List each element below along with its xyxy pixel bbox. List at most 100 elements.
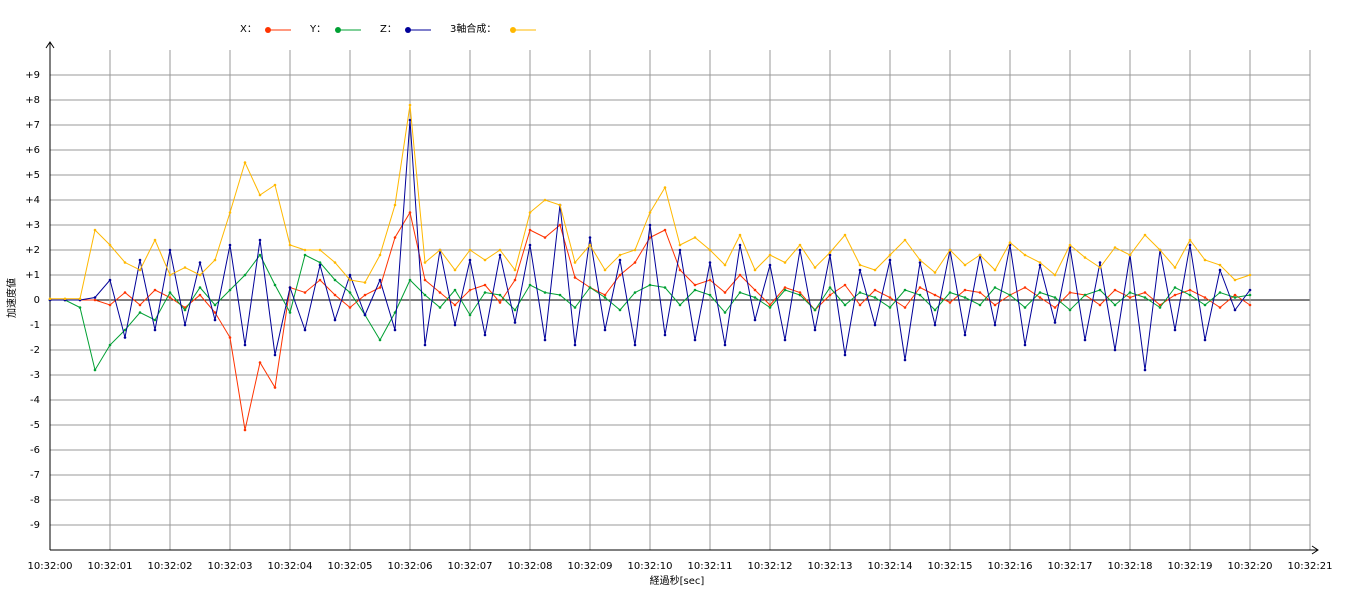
data-point <box>153 318 157 322</box>
data-point <box>1173 293 1177 297</box>
data-point <box>453 268 457 272</box>
data-point <box>828 293 832 297</box>
data-point <box>1038 261 1042 264</box>
data-point <box>168 273 172 277</box>
data-point <box>468 288 472 292</box>
y-tick-label: -7 <box>30 470 40 481</box>
data-point <box>213 311 217 314</box>
data-point <box>423 261 427 264</box>
data-point <box>318 263 322 267</box>
data-point <box>1143 291 1147 294</box>
data-point <box>708 261 712 264</box>
data-point <box>978 253 982 257</box>
data-point <box>213 318 217 322</box>
y-tick-label: 0 <box>34 295 40 306</box>
data-point <box>1128 296 1132 299</box>
data-point <box>273 386 277 389</box>
data-point <box>138 311 142 314</box>
data-point <box>558 223 562 227</box>
data-point <box>813 266 817 269</box>
data-point <box>363 293 367 297</box>
data-point <box>468 313 472 317</box>
y-tick-label: +8 <box>25 95 40 106</box>
data-point <box>1008 241 1012 244</box>
data-point <box>888 296 892 299</box>
data-point <box>948 301 952 304</box>
y-tick-label: -5 <box>30 420 40 431</box>
data-point <box>93 368 97 372</box>
data-point <box>618 308 622 312</box>
data-point <box>918 258 922 262</box>
data-point <box>138 303 142 307</box>
data-point <box>1023 343 1027 347</box>
data-point <box>408 278 412 282</box>
data-point <box>108 243 112 247</box>
data-point <box>1203 303 1207 307</box>
legend-marker <box>510 27 516 33</box>
data-point <box>783 286 787 289</box>
data-point <box>783 338 787 342</box>
data-point <box>963 333 967 337</box>
data-point <box>1173 286 1177 289</box>
data-point <box>1068 291 1072 294</box>
y-tick-label: +9 <box>25 70 40 81</box>
legend-label: Y： <box>309 24 326 35</box>
x-tick-label: 10:32:12 <box>748 561 793 572</box>
x-axis <box>50 545 1319 555</box>
data-point <box>738 233 742 237</box>
data-point <box>498 293 502 297</box>
data-point <box>963 263 967 267</box>
data-point <box>1218 291 1222 294</box>
data-point <box>513 321 517 324</box>
data-point <box>693 288 697 292</box>
legend-marker <box>335 27 341 33</box>
data-point <box>678 248 682 252</box>
data-point <box>168 248 172 252</box>
data-point <box>1113 303 1117 307</box>
data-point <box>348 278 352 282</box>
legend-marker <box>265 27 271 33</box>
data-point <box>978 303 982 307</box>
data-point <box>1248 288 1252 292</box>
x-tick-label: 10:32:02 <box>148 561 193 572</box>
data-point <box>1248 293 1252 297</box>
data-point <box>198 273 202 277</box>
data-point <box>618 253 622 257</box>
x-tick-label: 10:32:03 <box>208 561 253 572</box>
data-point <box>513 308 517 312</box>
data-point <box>333 293 337 297</box>
data-point <box>543 236 547 239</box>
data-point <box>1098 266 1102 269</box>
data-point <box>843 303 847 307</box>
data-point <box>888 258 892 262</box>
y-axis-label: 加速度値 <box>5 278 18 318</box>
data-point <box>573 343 577 347</box>
data-point <box>1158 248 1162 252</box>
x-tick-label: 10:32:14 <box>868 561 913 572</box>
data-point <box>873 323 877 327</box>
data-point <box>333 278 337 282</box>
data-point <box>303 253 307 257</box>
data-point <box>1008 293 1012 297</box>
data-point <box>753 318 757 322</box>
data-point <box>678 268 682 272</box>
data-point <box>1113 246 1117 249</box>
data-point <box>1173 266 1177 269</box>
data-point <box>468 248 472 252</box>
data-point <box>483 258 487 262</box>
data-point <box>993 286 997 289</box>
data-point <box>1023 306 1027 309</box>
data-point <box>603 296 607 299</box>
data-point <box>138 268 142 272</box>
data-point <box>438 306 442 309</box>
data-point <box>558 203 562 207</box>
x-tick-label: 10:32:00 <box>28 561 73 572</box>
data-point <box>1188 293 1192 297</box>
data-point <box>858 303 862 307</box>
data-point <box>918 293 922 297</box>
data-point <box>123 261 127 264</box>
data-point <box>393 328 397 332</box>
data-point <box>843 283 847 287</box>
data-point <box>543 291 547 294</box>
